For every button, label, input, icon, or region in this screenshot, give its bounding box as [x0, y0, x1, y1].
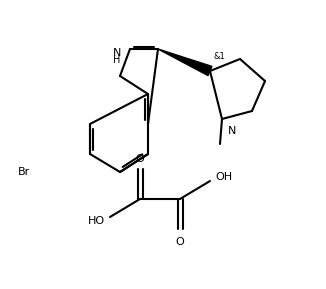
Text: HO: HO [88, 216, 105, 226]
Text: N: N [228, 126, 236, 136]
Text: OH: OH [215, 172, 232, 182]
Polygon shape [158, 49, 212, 76]
Text: Br: Br [18, 167, 30, 177]
Text: O: O [176, 237, 185, 247]
Text: O: O [136, 154, 144, 164]
Text: N: N [113, 48, 121, 58]
Text: &1: &1 [214, 52, 226, 61]
Text: H: H [113, 55, 121, 65]
